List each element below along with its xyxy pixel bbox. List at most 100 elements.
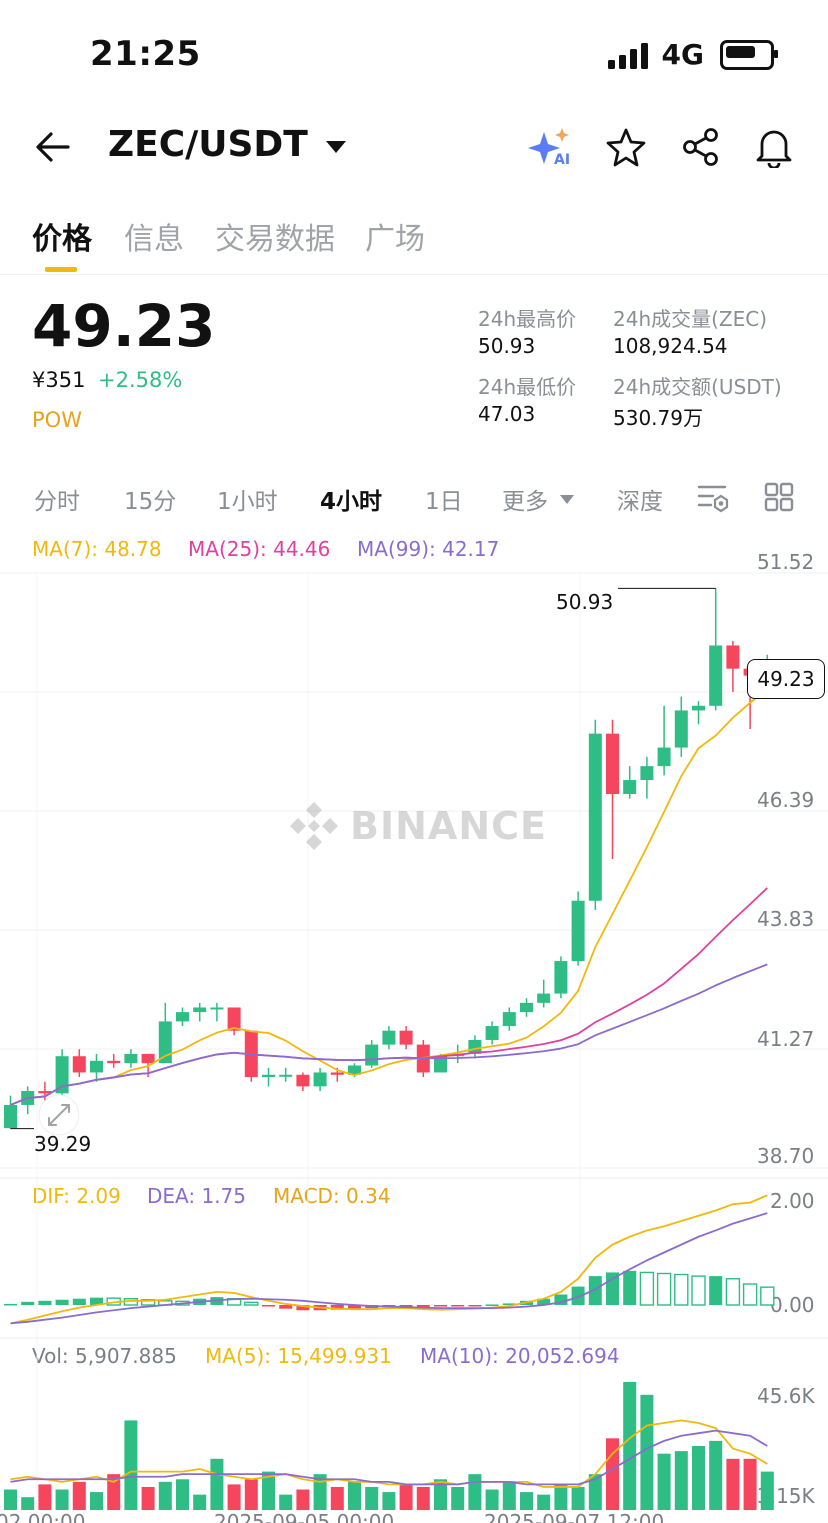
volume-bar [55,1489,69,1510]
volume-bar [348,1481,361,1510]
high-marker-label: 50.93 [556,590,614,614]
volume-bar [210,1458,224,1510]
chevron-down-icon [325,140,346,153]
fullscreen-icon[interactable] [38,1094,80,1136]
volume-bar [124,1420,138,1510]
candle-body [72,1056,86,1073]
battery-icon [720,39,778,70]
time-axis: 02 00:00 2025-09-05 00:00 2025-09-07 12:… [0,1512,828,1523]
macd-histogram-bar [537,1298,551,1305]
volume-bar [537,1494,551,1510]
candle-body [296,1074,310,1087]
candle-body [485,1026,499,1040]
candle-body [692,705,705,711]
low-label: 24h最低价 [478,375,577,399]
time-axis-tick: 2025-09-05 00:00 [214,1512,394,1523]
low-marker-label: 39.29 [34,1132,92,1156]
candle-body [210,1007,224,1010]
candle-body [537,993,551,1003]
volume-bar [709,1440,723,1510]
macd-histogram-bar [502,1303,516,1305]
volume-bar [640,1394,654,1510]
macd-histogram-bar [434,1305,447,1307]
bell-icon[interactable] [754,126,794,168]
macd-histogram-bar [571,1286,585,1305]
interval-1h[interactable]: 1小时 [217,489,278,515]
vol-legend: Vol: 5,907.885 [32,1344,177,1368]
interval-time-sharing[interactable]: 分时 [34,489,80,515]
volume-bar [193,1494,207,1510]
macd-axis-tick: 0.00 [770,1293,815,1317]
macd-histogram-bar [4,1303,17,1306]
interval-4h[interactable]: 4小时 [320,489,383,515]
volume-bar [279,1494,293,1510]
volume-bar [313,1474,327,1510]
price-axis-tick: 38.70 [757,1144,815,1168]
macd-histogram-bar [296,1305,310,1311]
active-tab-indicator [45,267,77,272]
macd-histogram-bar [725,1278,741,1306]
candle-body [623,780,637,794]
candle-body [434,1056,447,1073]
candle-body [554,961,568,994]
candle-body [709,645,723,706]
macd-legend: MACD: 0.34 [273,1184,391,1208]
volume-bar [674,1451,688,1510]
volume-bar [657,1453,671,1510]
interval-1d[interactable]: 1日 [425,489,463,515]
low-value: 47.03 [478,402,536,426]
pair-selector[interactable]: ZEC/USDT [108,124,346,165]
volume-bar [244,1479,258,1510]
layout-grid-icon[interactable] [764,482,794,512]
ai-assistant-icon[interactable]: AI [528,126,574,168]
algo-tag[interactable]: POW [32,408,82,432]
tab-square[interactable]: 广场 [365,222,425,257]
candle-body [382,1030,396,1045]
volume-bar [4,1489,17,1510]
macd-histogram-bar [468,1305,482,1307]
star-icon[interactable] [606,127,646,167]
ma99-legend: MA(99): 42.17 [357,537,500,561]
signal-icon [607,41,648,69]
macd-axis-tick: 2.00 [770,1189,815,1213]
volume-bar [38,1484,52,1510]
macd-histogram-bar [623,1270,637,1305]
time-axis-tick: 02 00:00 [0,1512,85,1523]
macd-histogram-bar [691,1275,706,1306]
tab-trade-data[interactable]: 交易数据 [215,222,335,257]
price-axis-tick: 41.27 [757,1027,815,1051]
back-arrow-icon[interactable] [34,130,72,164]
volume-bar [485,1489,499,1510]
volume-bar [90,1492,103,1510]
indicator-settings-icon[interactable] [697,483,731,513]
dif-line [10,1194,768,1325]
macd-histogram-bar [742,1283,758,1306]
interval-15m[interactable]: 15分 [124,489,177,515]
candle-body [399,1030,413,1045]
chevron-down-icon [560,494,574,504]
macd-histogram-bar [348,1305,361,1310]
macd-histogram-bar [399,1305,413,1307]
tab-info[interactable]: 信息 [124,222,184,257]
share-icon[interactable] [681,127,721,167]
ma7-line [10,688,768,1106]
volume-bar [451,1486,465,1510]
volume-bar [554,1484,568,1510]
ma7-legend: MA(7): 48.78 [32,537,162,561]
time-axis-tick: 2025-09-07 12:00 [484,1512,664,1523]
volume-ma5-line [10,1419,768,1488]
depth-tab[interactable]: 深度 [617,489,663,515]
kline-chart[interactable] [0,525,828,1523]
candle-body [90,1060,103,1073]
volume-bar [434,1479,447,1510]
dea-line [10,1212,768,1325]
macd-histogram-bar [674,1273,689,1306]
candle-body [141,1053,155,1064]
macd-histogram-bar [140,1299,156,1306]
candle-body [726,645,740,669]
last-price: 49.23 [32,292,216,360]
volume-bar [382,1492,396,1510]
tab-price[interactable]: 价格 [32,222,92,257]
svg-text:AI: AI [554,152,570,168]
interval-more[interactable]: 更多 [502,482,574,516]
